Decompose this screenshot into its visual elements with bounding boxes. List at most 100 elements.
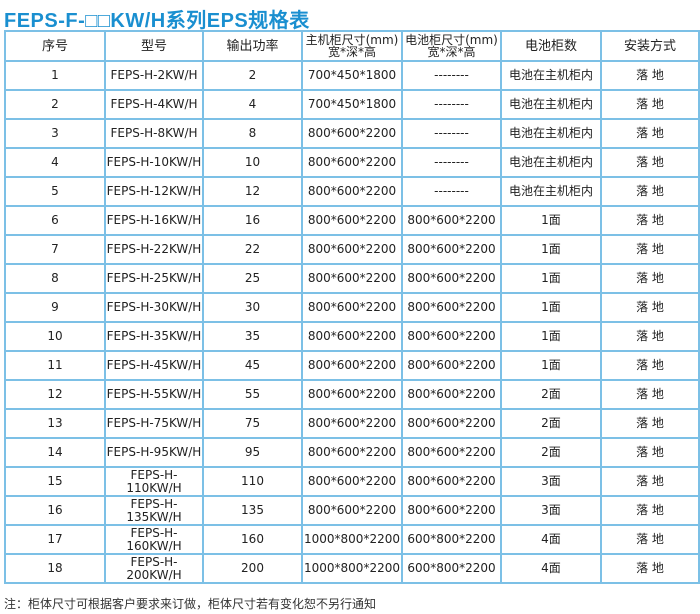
cell-model: FEPS-H-16KW/H [104,205,204,236]
header-power: 输出功率 [202,30,303,62]
cell-battery-count: 1面 [500,263,602,294]
page-title: FEPS-F-□□KW/H系列EPS规格表 [4,10,310,32]
cell-power: 110 [202,466,303,497]
cell-power: 35 [202,321,303,352]
header-install: 安装方式 [600,30,700,62]
cell-battery-count: 3面 [500,495,602,526]
cell-power: 30 [202,292,303,323]
cell-model: FEPS-H-95KW/H [104,437,204,468]
cell-main-cabinet-size: 800*600*2200 [301,118,403,149]
cell-index: 3 [4,118,106,149]
cell-model: FEPS-H-55KW/H [104,379,204,410]
cell-battery-count: 电池在主机柜内 [500,176,602,207]
cell-battery-count: 4面 [500,524,602,555]
cell-battery-count: 2面 [500,408,602,439]
cell-index: 13 [4,408,106,439]
table-row: 2 FEPS-H-4KW/H 4 700*450*1800 -------- 电池在主机柜… [4,89,700,120]
cell-battery-cabinet-size: -------- [401,89,502,120]
cell-install-method: 落 地 [600,524,700,555]
cell-power: 10 [202,147,303,178]
cell-power: 8 [202,118,303,149]
header-battery-cabinet: 电池柜尺寸(mm) 宽*深*高 [401,30,502,62]
cell-power: 25 [202,263,303,294]
cell-install-method: 落 地 [600,118,700,149]
cell-battery-cabinet-size: 600*800*2200 [401,524,502,555]
cell-power: 160 [202,524,303,555]
cell-model: FEPS-H-135KW/H [104,495,204,526]
cell-main-cabinet-size: 800*600*2200 [301,234,403,265]
cell-index: 12 [4,379,106,410]
table-row: 8 FEPS-H-25KW/H 25 800*600*2200 800*600*2200… [4,263,700,294]
cell-main-cabinet-size: 800*600*2200 [301,466,403,497]
cell-model: FEPS-H-12KW/H [104,176,204,207]
cell-install-method: 落 地 [600,234,700,265]
cell-model: FEPS-H-45KW/H [104,350,204,381]
cell-model: FEPS-H-25KW/H [104,263,204,294]
cell-power: 12 [202,176,303,207]
cell-main-cabinet-size: 700*450*1800 [301,89,403,120]
cell-main-cabinet-size: 800*600*2200 [301,263,403,294]
table-row: 1 FEPS-H-2KW/H 2 700*450*1800 -------- 电池在主机柜… [4,60,700,91]
cell-battery-count: 1面 [500,205,602,236]
cell-main-cabinet-size: 800*600*2200 [301,205,403,236]
cell-main-cabinet-size: 800*600*2200 [301,147,403,178]
cell-power: 135 [202,495,303,526]
cell-main-cabinet-size: 1000*800*2200 [301,553,403,584]
cell-power: 200 [202,553,303,584]
cell-battery-count: 1面 [500,292,602,323]
cell-battery-count: 电池在主机柜内 [500,147,602,178]
cell-battery-cabinet-size: 800*600*2200 [401,466,502,497]
header-model: 型号 [104,30,204,62]
cell-index: 9 [4,292,106,323]
table-row: 18 FEPS-H-200KW/H 200 1000*800*2200 600*800*… [4,553,700,584]
cell-battery-cabinet-size: 800*600*2200 [401,408,502,439]
cell-install-method: 落 地 [600,89,700,120]
cell-battery-count: 1面 [500,321,602,352]
cell-battery-cabinet-size: 800*600*2200 [401,437,502,468]
cell-power: 2 [202,60,303,91]
table-row: 15 FEPS-H-110KW/H 110 800*600*2200 800*600*2… [4,466,700,497]
cell-install-method: 落 地 [600,292,700,323]
header-index: 序号 [4,30,106,62]
cell-power: 22 [202,234,303,265]
cell-main-cabinet-size: 700*450*1800 [301,60,403,91]
cell-index: 1 [4,60,106,91]
cell-main-cabinet-size: 800*600*2200 [301,292,403,323]
table-row: 9 FEPS-H-30KW/H 30 800*600*2200 800*600*2200… [4,292,700,323]
header-line: 宽*深*高 [327,45,376,59]
table-row: 5 FEPS-H-12KW/H 12 800*600*2200 -------- 电池在主… [4,176,700,207]
header-row: 序号 型号 输出功率 主机柜尺寸(mm) 宽*深*高 电池柜尺寸(mm) 宽*深*高… [4,30,700,62]
cell-power: 55 [202,379,303,410]
cell-battery-cabinet-size: 800*600*2200 [401,350,502,381]
cell-install-method: 落 地 [600,437,700,468]
cell-main-cabinet-size: 800*600*2200 [301,176,403,207]
cell-battery-count: 2面 [500,379,602,410]
cell-model: FEPS-H-10KW/H [104,147,204,178]
table-row: 12 FEPS-H-55KW/H 55 800*600*2200 800*600*220… [4,379,700,410]
cell-index: 11 [4,350,106,381]
cell-index: 16 [4,495,106,526]
cell-model: FEPS-H-160KW/H [104,524,204,555]
cell-main-cabinet-size: 800*600*2200 [301,408,403,439]
cell-model: FEPS-H-2KW/H [104,60,204,91]
header-line: 宽*深*高 [427,45,476,59]
cell-index: 15 [4,466,106,497]
cell-power: 16 [202,205,303,236]
cell-index: 5 [4,176,106,207]
cell-model: FEPS-H-35KW/H [104,321,204,352]
cell-index: 18 [4,553,106,584]
table-row: 16 FEPS-H-135KW/H 135 800*600*2200 800*600*2… [4,495,700,526]
cell-index: 8 [4,263,106,294]
cell-main-cabinet-size: 1000*800*2200 [301,524,403,555]
table-row: 10 FEPS-H-35KW/H 35 800*600*2200 800*600*220… [4,321,700,352]
cell-battery-cabinet-size: 800*600*2200 [401,292,502,323]
cell-battery-cabinet-size: -------- [401,147,502,178]
cell-power: 75 [202,408,303,439]
cell-main-cabinet-size: 800*600*2200 [301,321,403,352]
header-main-cabinet: 主机柜尺寸(mm) 宽*深*高 [301,30,403,62]
cell-power: 95 [202,437,303,468]
table-row: 4 FEPS-H-10KW/H 10 800*600*2200 -------- 电池在主… [4,147,700,178]
cell-index: 10 [4,321,106,352]
cell-battery-cabinet-size: 800*600*2200 [401,205,502,236]
table-row: 17 FEPS-H-160KW/H 160 1000*800*2200 600*800*… [4,524,700,555]
